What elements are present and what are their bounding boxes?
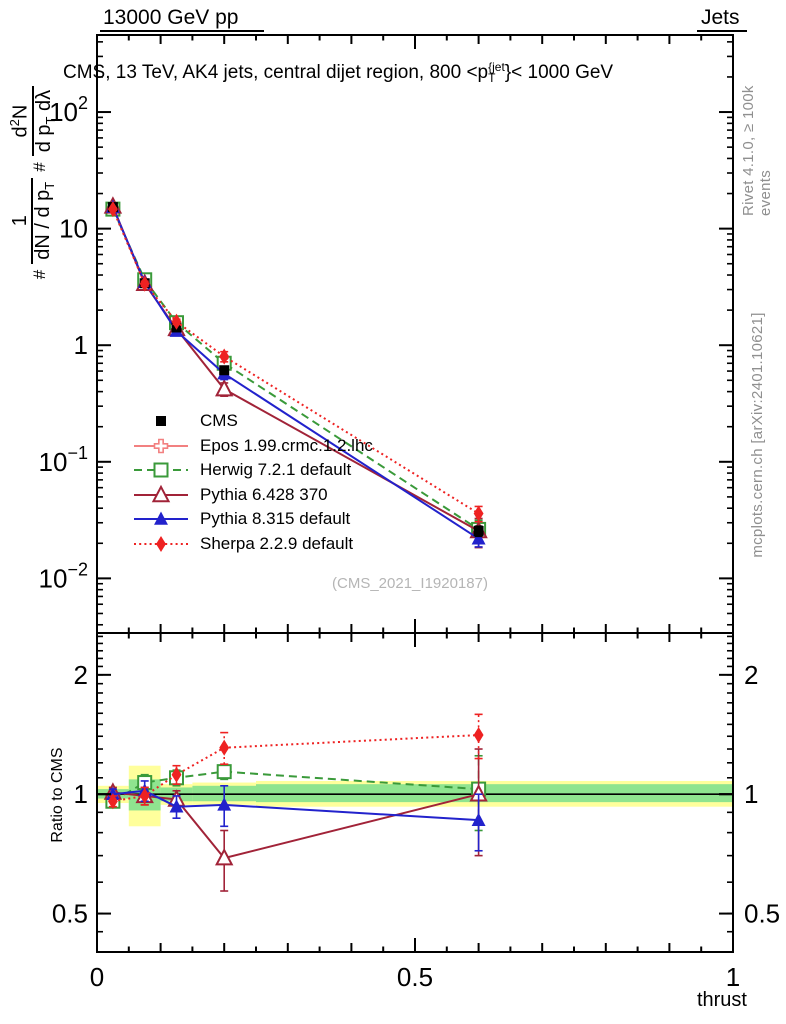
svg-text:10: 10 xyxy=(59,214,88,244)
header-process: Jets xyxy=(701,6,740,29)
svg-text:0: 0 xyxy=(90,962,104,992)
svg-text:1: 1 xyxy=(74,330,88,360)
ylabel-fraction-1: 1 dN / d pT xyxy=(9,177,57,264)
legend-label: Sherpa 2.2.9 default xyxy=(200,533,354,553)
svg-text:0.5: 0.5 xyxy=(744,899,780,929)
ratio-panel-series xyxy=(103,713,488,892)
svg-text:1: 1 xyxy=(726,962,740,992)
header-beam: 13000 GeV pp xyxy=(103,6,239,29)
svg-text:102: 102 xyxy=(49,93,88,127)
svg-text:2: 2 xyxy=(744,660,758,690)
legend-item: Herwig 7.2.1 default xyxy=(133,458,373,483)
legend-label: Pythia 8.315 default xyxy=(200,509,351,529)
side-note-rivet: Rivet 4.1.0, ≥ 100k events xyxy=(740,85,774,216)
header-beam-rule xyxy=(100,30,264,32)
axis-ticks xyxy=(96,35,734,952)
svg-text:10−1: 10−1 xyxy=(39,443,88,477)
legend-item: Pythia 6.428 370 xyxy=(133,483,373,508)
legend-label: Herwig 7.2.1 default xyxy=(200,460,352,480)
analysis-watermark: (CMS_2021_I1920187) xyxy=(332,575,488,592)
plot-title: CMS, 13 TeV, AK4 jets, central dijet reg… xyxy=(63,60,614,85)
legend-label: Pythia 6.428 370 xyxy=(200,484,328,504)
svg-text:10−2: 10−2 xyxy=(39,559,88,593)
svg-text:0.5: 0.5 xyxy=(52,899,88,929)
svg-text:0.5: 0.5 xyxy=(397,962,433,992)
svg-text:1: 1 xyxy=(744,779,758,809)
legend-swatch-square-filled xyxy=(156,416,166,427)
legend-swatch-diamond-filled xyxy=(134,535,188,552)
header-process-rule xyxy=(697,30,747,32)
legend-item: Epos 1.99.crmc.1.2.lhc xyxy=(133,434,373,459)
legend-swatch-triangle-filled xyxy=(134,511,188,526)
svg-text:1: 1 xyxy=(74,779,88,809)
ratio-y-axis-title: Ratio to CMS xyxy=(49,747,66,843)
ylabel-fraction-2: d2N d pT dλ xyxy=(7,85,58,157)
legend-item: Pythia 8.315 default xyxy=(133,507,373,532)
axis-tick-labels: 102 10 1 10−1 10−2 2 2 1 1 0.5 0.5 0 0.5 1 xyxy=(39,93,781,992)
legend-item: CMS xyxy=(133,409,373,434)
legend: CMS Epos 1.99.crmc.1.2.lhc Herwig 7.2.1 de… xyxy=(133,409,373,556)
svg-text:2: 2 xyxy=(74,660,88,690)
legend-item: Sherpa 2.2.9 default xyxy=(133,532,373,557)
x-axis-title: thrust xyxy=(696,989,747,1011)
legend-swatch-plus-open xyxy=(134,438,188,454)
legend-label: Epos 1.99.crmc.1.2.lhc xyxy=(200,435,373,455)
legend-swatch-square-open xyxy=(134,462,188,478)
legend-label: CMS xyxy=(200,411,238,431)
main-y-axis-title: # 1 dN / d pT # d2N d pT dλ xyxy=(2,25,64,340)
main-panel-series xyxy=(103,196,488,549)
side-note-mcplots: mcplots.cern.ch [arXiv:2401.10621] xyxy=(748,312,766,558)
legend-swatch-triangle-open xyxy=(134,484,188,502)
pt-jet-supsub: {jet T xyxy=(488,60,505,85)
